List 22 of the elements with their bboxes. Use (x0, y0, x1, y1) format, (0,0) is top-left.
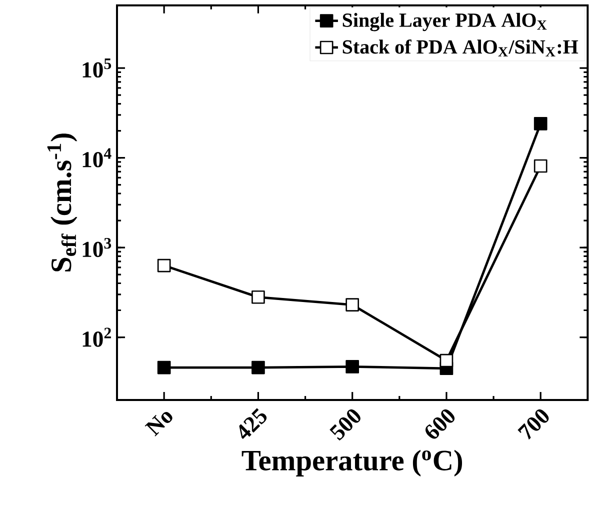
legend-label: Single Layer PDA AlO$_{X}$ (342, 12, 547, 32)
point (346, 298, 360, 312)
y-axis-title: S$_{eff}$ (cm.s$^{-1}$) (47, 134, 78, 272)
point (346, 360, 360, 374)
y-tick-label: 10$^{3}$ (82, 238, 112, 258)
point (534, 159, 548, 173)
point (157, 360, 171, 374)
point (157, 258, 171, 272)
point (534, 117, 548, 130)
y-tick-label: 10$^{4}$ (82, 148, 112, 168)
y-tick-label: 10$^{5}$ (82, 58, 112, 78)
point (252, 290, 265, 304)
x-tick-label: No (144, 412, 172, 436)
x-tick-label: 700 (518, 409, 549, 440)
x-tick-label: 425 (239, 408, 267, 440)
x-tick-label: 500 (330, 409, 360, 440)
x-tick-label: 600 (426, 409, 455, 439)
y-tick-label: 10$^{2}$ (82, 328, 111, 347)
legend-label: Stack of PDA AlO$_{X}$/SiN$_{X}$:H (342, 39, 578, 56)
point (252, 360, 265, 374)
x-axis-title: Temperature ($^{o}$C) (242, 450, 462, 476)
point (440, 354, 454, 368)
